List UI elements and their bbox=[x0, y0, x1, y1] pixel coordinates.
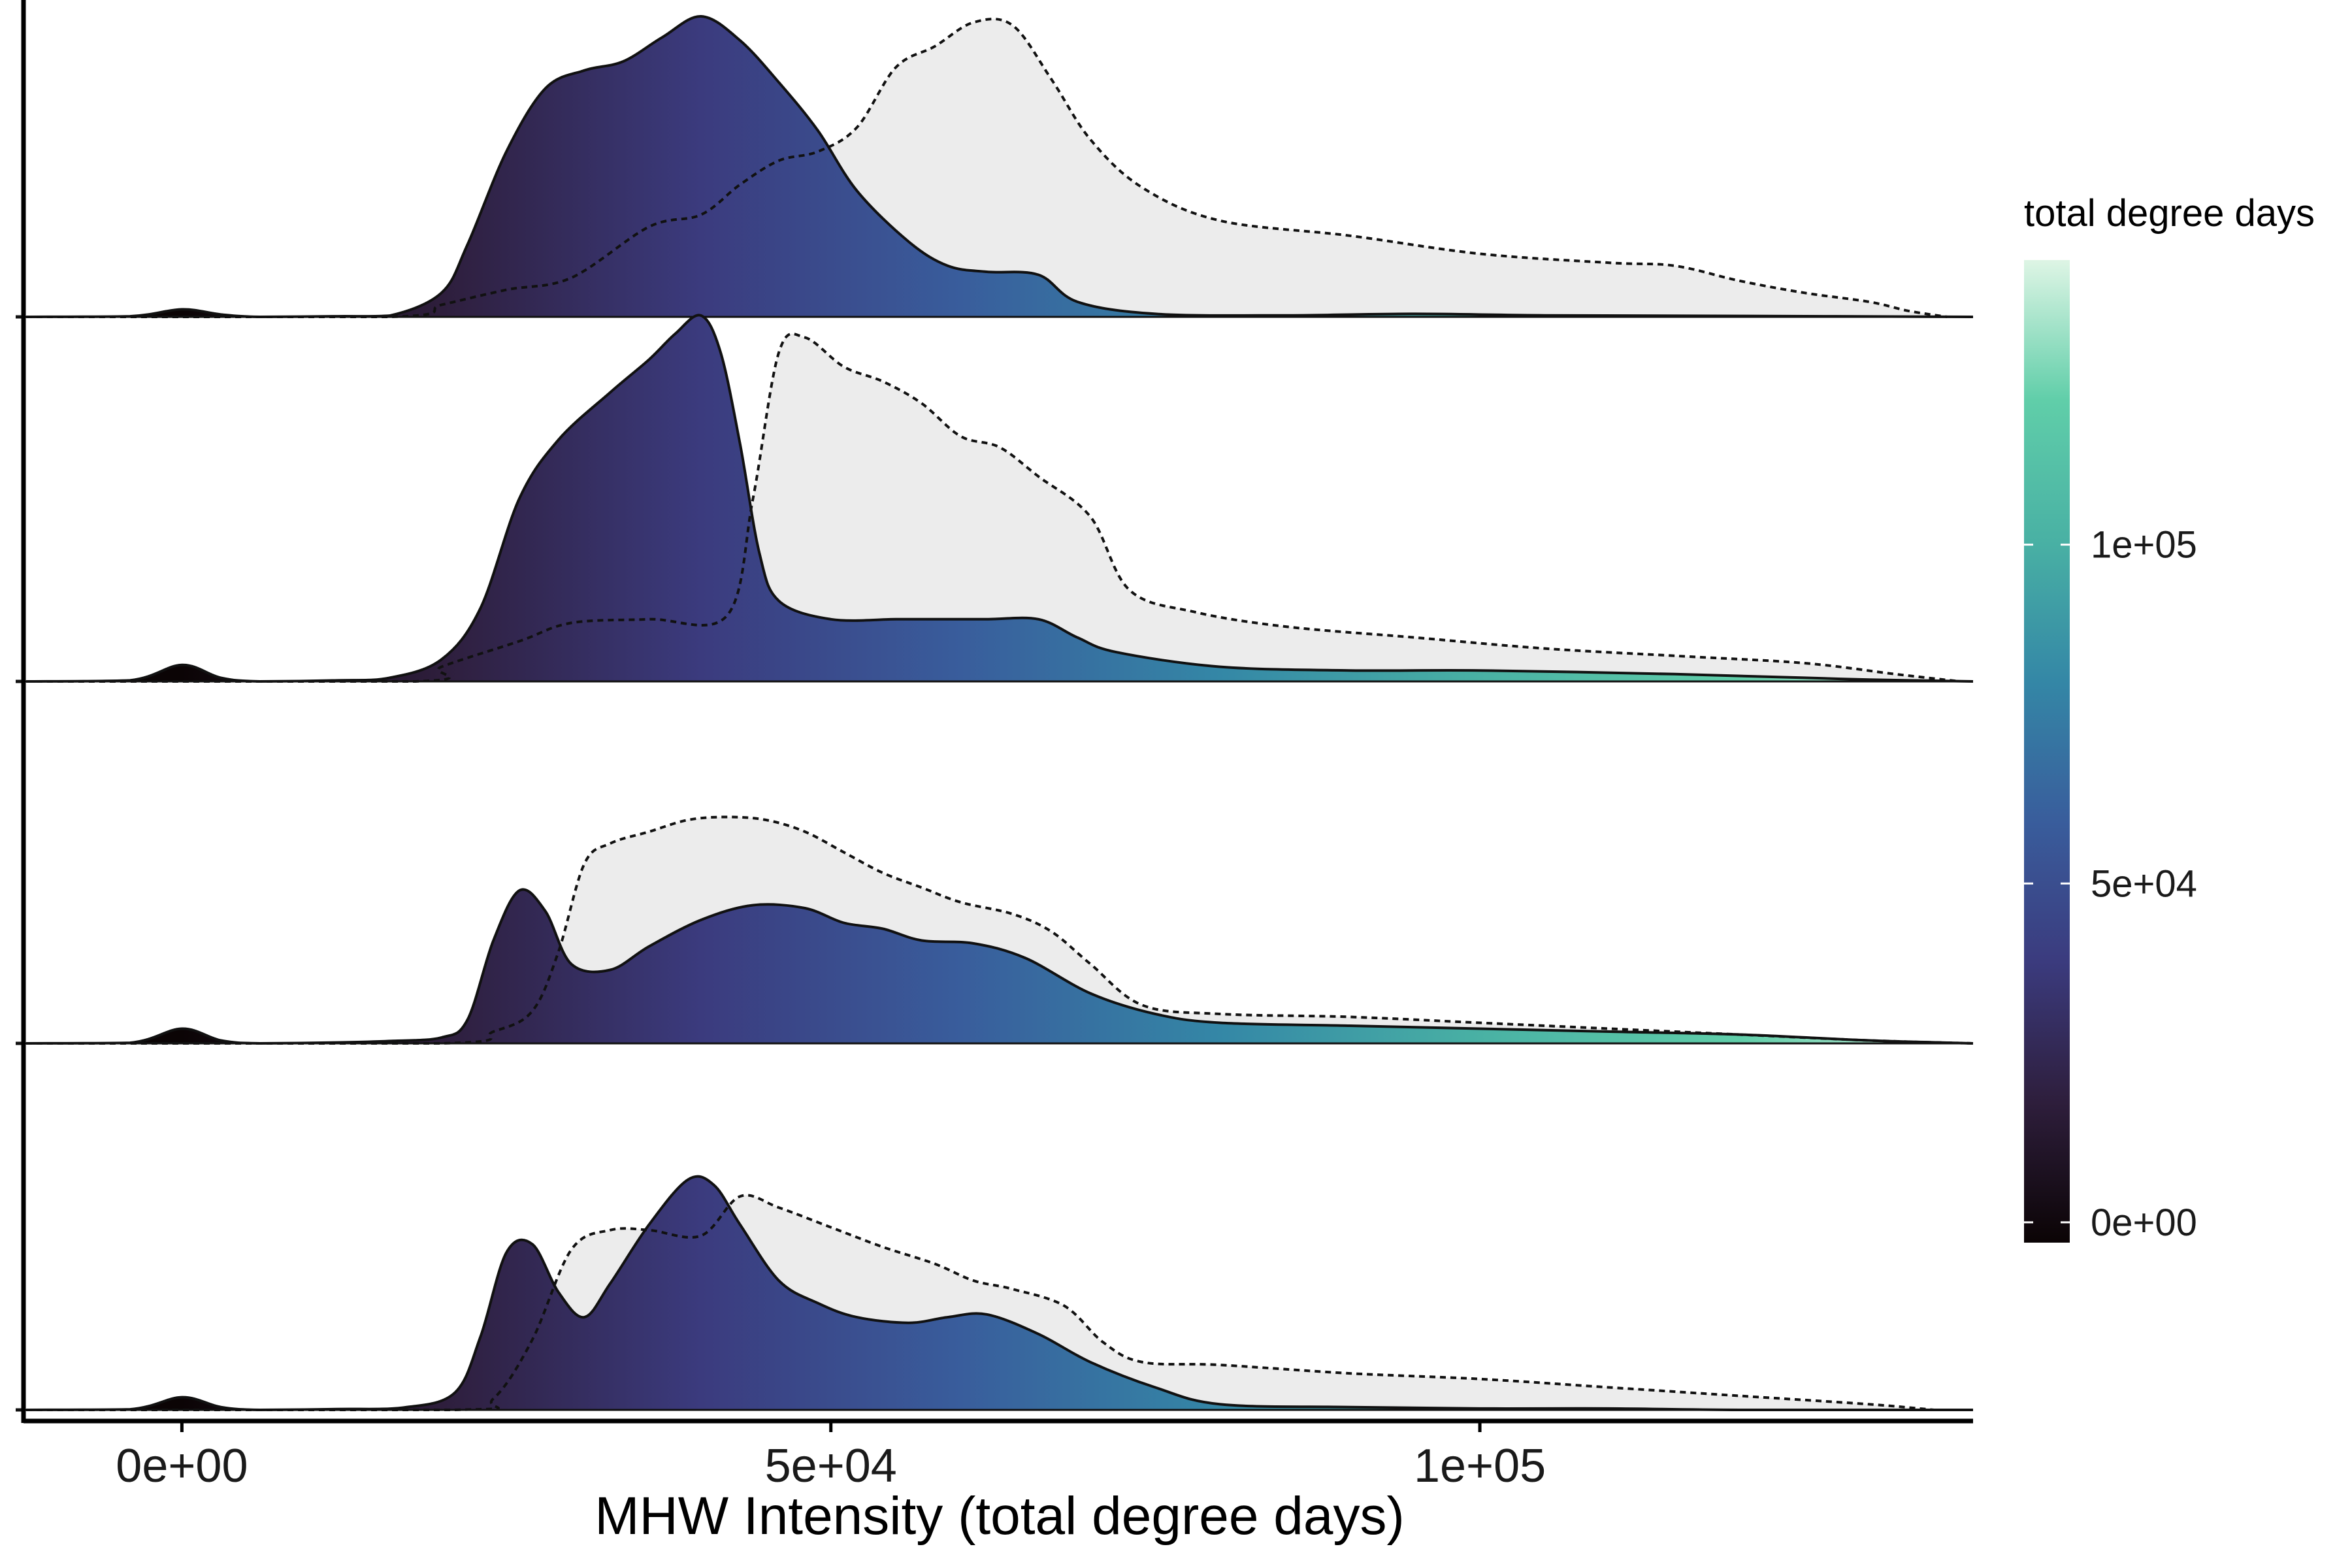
x-tick-label: 5e+04 bbox=[765, 1440, 897, 1492]
x-ticks-layer: 0e+00 5e+04 1e+05 bbox=[116, 1423, 1546, 1492]
x-axis-title: MHW Intensity (total degree days) bbox=[595, 1486, 1405, 1546]
ridge-panel-3 bbox=[16, 815, 1974, 1045]
solid-density-fill bbox=[26, 16, 1973, 318]
dashed-density-fill bbox=[26, 1195, 1935, 1410]
dashed-density-line bbox=[26, 18, 1948, 319]
ridge-panel-2 bbox=[16, 314, 1974, 683]
legend-tick-label: 0e+00 bbox=[2091, 1201, 2197, 1244]
x-tick-label: 1e+05 bbox=[1414, 1440, 1546, 1492]
ridge-panel-1 bbox=[16, 14, 1974, 319]
dashed-density-fill bbox=[26, 817, 1973, 1043]
solid-density-fill bbox=[26, 315, 1973, 681]
solid-density-fill bbox=[26, 1176, 1973, 1410]
legend-title: total degree days bbox=[2024, 192, 2315, 235]
legend-colorbar bbox=[2024, 260, 2070, 1243]
x-tick-label: 0e+00 bbox=[116, 1440, 248, 1492]
ridges-layer bbox=[16, 14, 1974, 1412]
legend-tick-label: 5e+04 bbox=[2091, 862, 2197, 905]
dashed-density-line bbox=[26, 1194, 1935, 1412]
legend-ticks: 0e+00 5e+04 1e+05 bbox=[2024, 524, 2197, 1244]
dashed-density-line bbox=[26, 332, 1961, 683]
solid-density-line bbox=[25, 888, 1974, 1045]
solid-density-fill bbox=[26, 889, 1973, 1043]
ridge-panel-4 bbox=[16, 1175, 1973, 1412]
legend: total degree days 0e+00 5e+04 1e+05 bbox=[2024, 192, 2315, 1244]
axes-layer bbox=[21, 0, 1973, 1424]
dashed-density-line bbox=[26, 815, 1974, 1045]
dashed-density-fill bbox=[26, 333, 1961, 681]
solid-density-line bbox=[25, 314, 1974, 683]
dashed-density-fill bbox=[26, 19, 1948, 318]
legend-tick-label: 1e+05 bbox=[2091, 524, 2197, 566]
